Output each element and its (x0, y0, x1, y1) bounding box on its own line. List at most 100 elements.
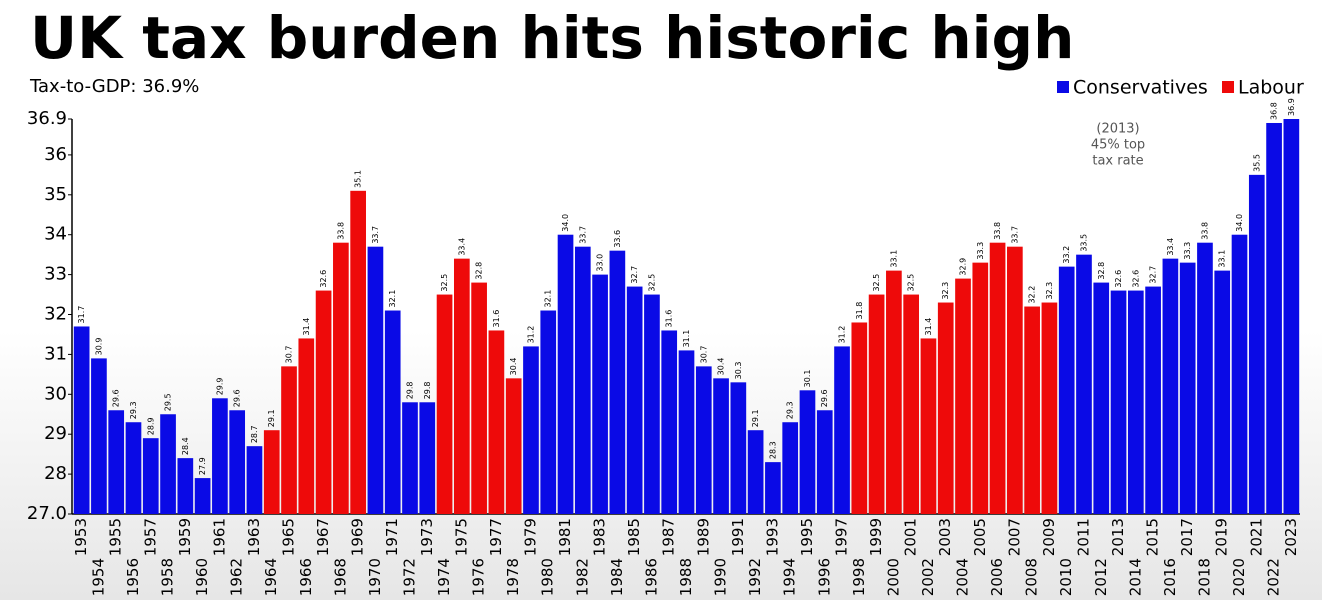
data-label: 33.3 (1183, 242, 1192, 260)
annotation: (2013) (1096, 122, 1139, 137)
x-tick-label: 1990 (712, 558, 730, 596)
x-tick-label: 2008 (1023, 558, 1041, 596)
x-tick-label: 1956 (124, 558, 142, 596)
x-tick-label: 1958 (159, 558, 177, 596)
x-tick-label: 1972 (400, 558, 418, 596)
data-label: 32.8 (1097, 262, 1106, 280)
data-label: 33.7 (578, 226, 587, 244)
data-label: 29.1 (751, 409, 760, 427)
bar (523, 346, 539, 514)
data-label: 32.6 (1114, 270, 1123, 288)
bar (747, 430, 764, 514)
x-tick-label: 2010 (1057, 558, 1075, 596)
data-label: 34.0 (1235, 214, 1244, 232)
x-tick-label: 1969 (349, 518, 367, 556)
x-tick-label: 2015 (1144, 518, 1162, 556)
data-label: 32.5 (440, 274, 449, 292)
y-tick-label: 36.9 (27, 108, 67, 129)
bar (955, 278, 971, 514)
x-tick-label: 1967 (314, 518, 332, 556)
bar (367, 246, 384, 515)
x-tick-label: 1997 (833, 518, 851, 556)
bar (1110, 290, 1127, 514)
bar (298, 338, 315, 514)
x-tick-label: 1986 (642, 558, 660, 596)
data-label: 35.5 (1252, 154, 1261, 172)
bar (384, 310, 401, 514)
data-label: 33.8 (993, 222, 1002, 240)
bar (1007, 246, 1023, 515)
bar (1283, 119, 1300, 514)
bar (574, 246, 591, 515)
data-label: 31.8 (855, 302, 864, 320)
bar (488, 330, 505, 514)
x-tick-label: 2017 (1178, 518, 1196, 556)
x-tick-label: 1965 (280, 518, 298, 556)
x-tick-label: 2000 (884, 558, 902, 596)
bar (194, 478, 211, 514)
x-tick-label: 1988 (677, 558, 695, 596)
x-tick-label: 2020 (1230, 558, 1248, 596)
x-tick-label: 2006 (988, 558, 1006, 596)
bar (1214, 270, 1231, 514)
y-tick-label: 36 (44, 144, 67, 165)
x-tick-label: 1964 (262, 558, 280, 596)
bar (1127, 290, 1144, 514)
x-tick-label: 1955 (107, 518, 125, 556)
x-tick-label: 1981 (556, 518, 574, 556)
data-label: 30.1 (803, 370, 812, 388)
bar (1231, 234, 1248, 514)
data-label: 29.8 (423, 381, 432, 399)
data-label: 33.1 (1218, 250, 1227, 268)
bar (1093, 282, 1110, 514)
data-label: 31.6 (492, 310, 501, 328)
data-label: 33.7 (371, 226, 380, 244)
bar (713, 378, 729, 514)
bar (1024, 306, 1040, 514)
data-label: 34.0 (561, 214, 570, 232)
x-tick-label: 2023 (1282, 518, 1300, 556)
bar (212, 398, 228, 514)
data-label: 32.8 (475, 262, 484, 280)
x-tick-label: 1961 (210, 518, 228, 556)
bar (1076, 254, 1092, 515)
y-tick-label: 34 (44, 224, 67, 245)
x-tick-label: 1980 (539, 558, 557, 596)
bar (678, 350, 695, 514)
data-label: 33.7 (1010, 226, 1019, 244)
data-label: 30.7 (699, 346, 708, 364)
x-tick-label: 1954 (89, 558, 107, 596)
x-tick-label: 1960 (193, 558, 211, 596)
legend-swatch (1222, 81, 1234, 93)
bar (1058, 266, 1075, 514)
x-tick-label: 1991 (729, 518, 747, 556)
x-tick-label: 1985 (625, 518, 643, 556)
bar (177, 458, 194, 514)
bar (419, 402, 436, 514)
x-tick-label: 1984 (608, 558, 626, 596)
x-tick-label: 1974 (435, 558, 453, 596)
x-tick-label: 1953 (72, 518, 90, 556)
data-label: 31.6 (665, 310, 674, 328)
data-label: 33.8 (336, 222, 345, 240)
data-label: 30.7 (285, 346, 294, 364)
bar (920, 338, 937, 514)
data-label: 28.4 (181, 437, 190, 455)
bar (436, 294, 453, 514)
x-tick-label: 2007 (1005, 518, 1023, 556)
bar (644, 294, 660, 514)
x-tick-label: 1959 (176, 518, 194, 556)
bar (229, 410, 246, 514)
data-label: 31.4 (924, 318, 933, 336)
bar (868, 294, 885, 514)
annotation: tax rate (1092, 154, 1143, 169)
data-label: 32.7 (630, 266, 639, 284)
x-tick-label: 2018 (1195, 558, 1213, 596)
x-tick-label: 2009 (1040, 518, 1058, 556)
data-label: 29.5 (164, 393, 173, 411)
x-tick-label: 1970 (366, 558, 384, 596)
y-tick-label: 30 (44, 383, 67, 404)
bar (989, 242, 1006, 514)
x-tick-label: 2004 (954, 558, 972, 596)
